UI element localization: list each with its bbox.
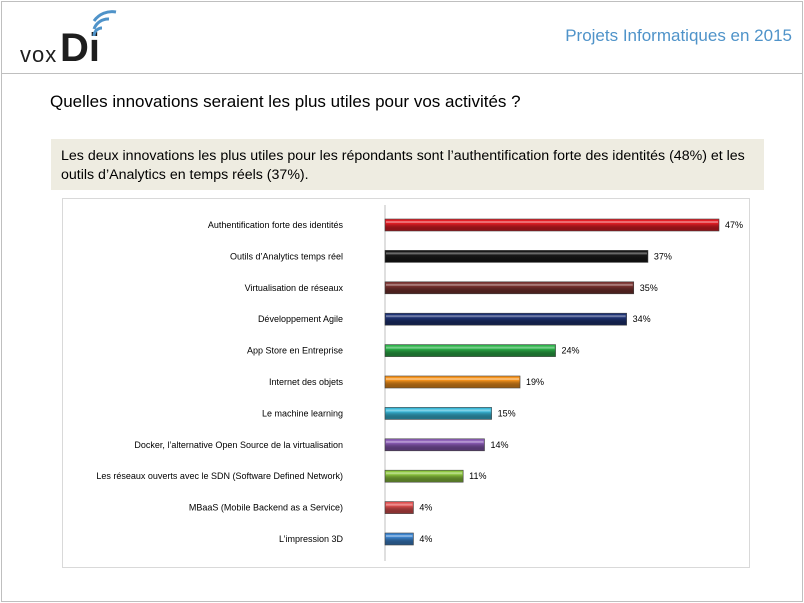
value-label: 11% xyxy=(469,471,486,481)
bar-highlight xyxy=(386,409,491,412)
category-label: MBaaS (Mobile Backend as a Service) xyxy=(189,503,343,513)
category-label: Outils d’Analytics temps réel xyxy=(230,251,343,261)
bar-highlight xyxy=(386,378,520,380)
bar-highlight xyxy=(386,283,633,286)
bar-shading xyxy=(384,438,485,452)
category-label: Développement Agile xyxy=(258,314,343,324)
value-label: 24% xyxy=(562,346,580,356)
bar-highlight xyxy=(386,221,718,223)
bar-highlight xyxy=(386,472,463,475)
bar-shading xyxy=(384,344,556,357)
summary-box: Les deux innovations les plus utiles pou… xyxy=(51,139,764,190)
value-label: 4% xyxy=(419,503,432,513)
bar-shading xyxy=(384,218,720,232)
bar-chart: Authentification forte des identités 47% O… xyxy=(62,198,750,568)
bar-highlight xyxy=(386,440,484,443)
value-label: 35% xyxy=(640,283,658,293)
bar-chart-svg: Authentification forte des identités 47% O… xyxy=(96,205,743,561)
value-label: 37% xyxy=(654,251,672,261)
category-label: Les réseaux ouverts avec le SDN (Softwar… xyxy=(96,471,343,481)
bar-shading xyxy=(384,312,627,326)
value-label: 47% xyxy=(725,220,743,230)
bar-highlight xyxy=(386,315,626,318)
bar-shading xyxy=(384,250,649,263)
header: vox Di Projets Informatiques en 2015 xyxy=(2,2,802,74)
bar-highlight xyxy=(386,535,413,537)
logo-text-vox: vox xyxy=(20,42,58,67)
value-label: 4% xyxy=(419,534,432,544)
bar-highlight xyxy=(386,503,413,506)
value-label: 34% xyxy=(633,314,651,324)
header-title: Projets Informatiques en 2015 xyxy=(565,26,792,45)
voxdi-logo: vox Di xyxy=(20,8,120,70)
category-label: L’impression 3D xyxy=(279,534,344,544)
bar-shading xyxy=(384,532,414,546)
bar-shading xyxy=(384,501,414,514)
category-label: Le machine learning xyxy=(262,408,343,418)
category-label: Authentification forte des identités xyxy=(208,220,344,230)
value-label: 15% xyxy=(498,408,516,418)
category-label: Docker, l’alternative Open Source de la … xyxy=(134,440,343,450)
bar-shading xyxy=(384,407,492,420)
bar-shading xyxy=(384,281,635,295)
category-label: Virtualisation de réseaux xyxy=(245,283,344,293)
value-label: 19% xyxy=(526,377,544,387)
bar-highlight xyxy=(386,346,555,349)
bar-shading xyxy=(384,375,521,389)
bar-shading xyxy=(384,469,464,483)
category-label: Internet des objets xyxy=(269,377,344,387)
bar-highlight xyxy=(386,252,647,255)
question-heading: Quelles innovations seraient les plus ut… xyxy=(50,92,521,111)
value-label: 14% xyxy=(490,440,508,450)
category-label: App Store en Entreprise xyxy=(247,346,343,356)
signal-waves-icon xyxy=(92,10,117,37)
